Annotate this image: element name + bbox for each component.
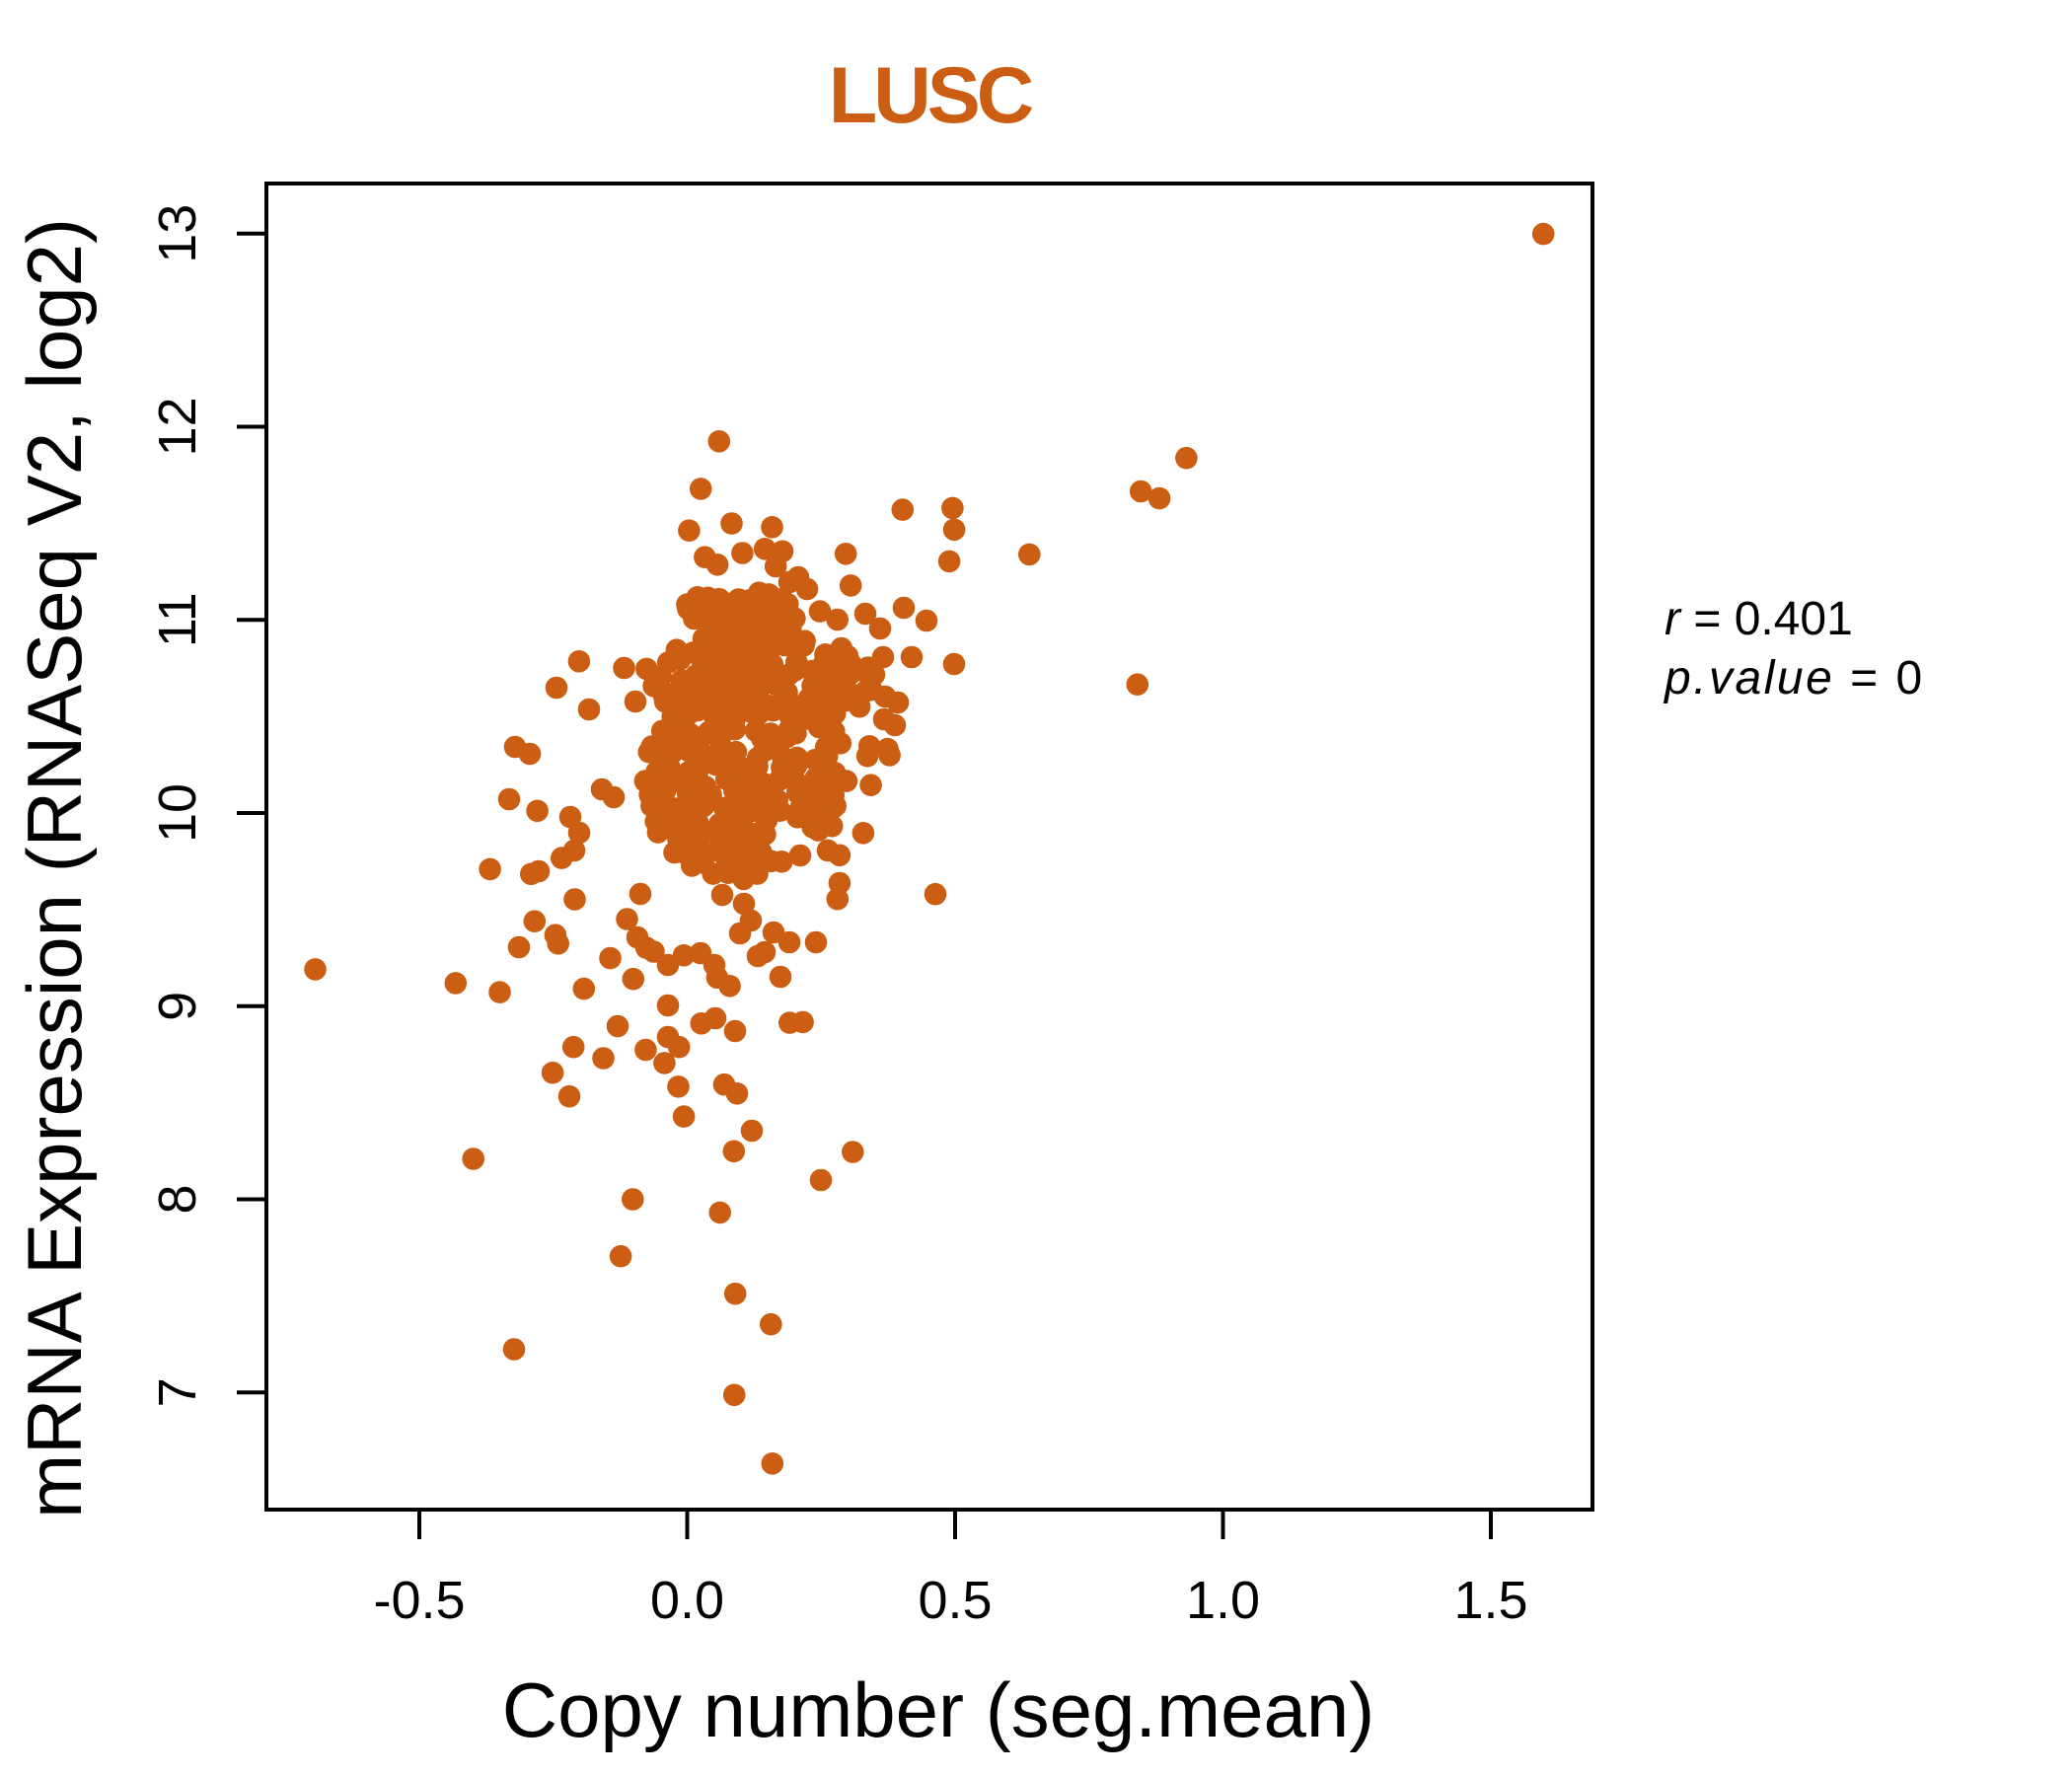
- svg-text:1.5: 1.5: [1453, 1571, 1527, 1630]
- svg-text:-0.5: -0.5: [373, 1571, 465, 1630]
- svg-text:LUSC: LUSC: [829, 51, 1033, 140]
- svg-text:mRNA Expression (RNASeq V2, lo: mRNA Expression (RNASeq V2, log2): [11, 218, 98, 1518]
- svg-text:9: 9: [148, 992, 207, 1021]
- svg-text:0.0: 0.0: [650, 1571, 724, 1630]
- svg-text:Copy number (seg.mean): Copy number (seg.mean): [502, 1666, 1374, 1753]
- svg-text:10: 10: [148, 783, 207, 843]
- svg-text:p.value = 0: p.value = 0: [1663, 652, 1925, 704]
- svg-text:12: 12: [148, 397, 207, 456]
- svg-text:8: 8: [148, 1184, 207, 1214]
- svg-text:13: 13: [148, 204, 207, 263]
- svg-text:r = 0.401: r = 0.401: [1665, 593, 1853, 645]
- svg-text:7: 7: [148, 1377, 207, 1407]
- svg-text:11: 11: [148, 592, 207, 647]
- svg-text:1.0: 1.0: [1186, 1571, 1260, 1630]
- svg-text:0.5: 0.5: [918, 1571, 992, 1630]
